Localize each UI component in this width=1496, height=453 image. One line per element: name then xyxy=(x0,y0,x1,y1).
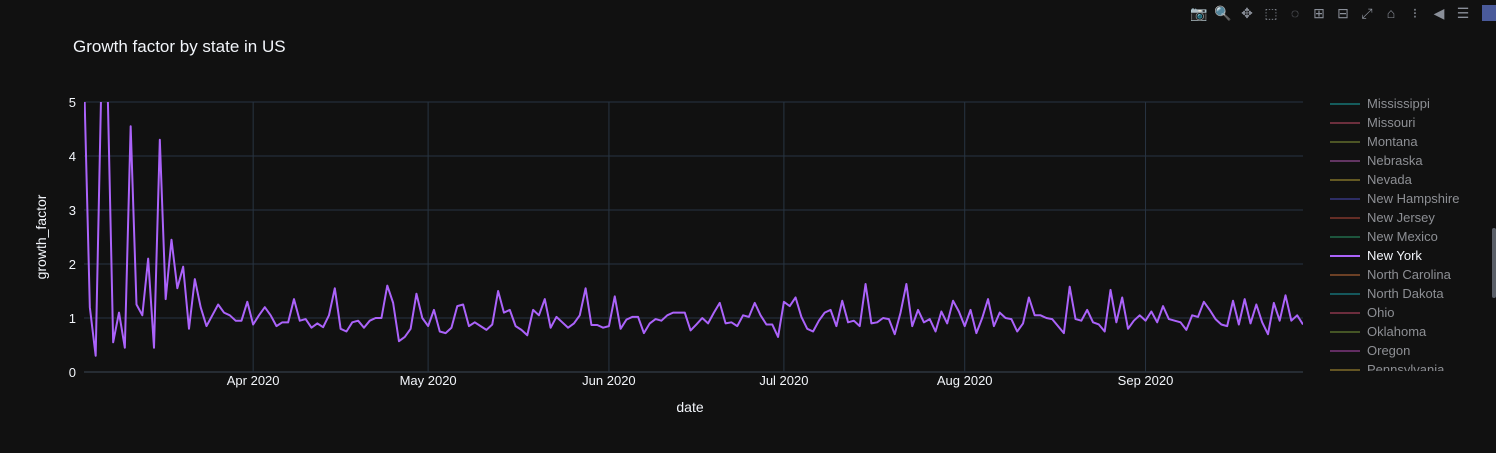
legend-swatch xyxy=(1330,330,1360,333)
spike-lines-icon[interactable]: ⁝ xyxy=(1412,5,1418,21)
pan-icon[interactable]: ✥ xyxy=(1241,5,1253,21)
legend-swatch xyxy=(1330,216,1360,219)
legend-label: New Hampshire xyxy=(1367,191,1460,206)
y-tick-label: 0 xyxy=(69,365,76,380)
legend-label: Missouri xyxy=(1367,115,1416,130)
series-line-new-york[interactable] xyxy=(84,75,1303,357)
legend-label: Ohio xyxy=(1367,305,1395,320)
x-tick-label: Apr 2020 xyxy=(227,373,280,388)
legend-label: Nevada xyxy=(1367,172,1412,187)
y-tick-label: 1 xyxy=(69,311,76,326)
chart-title: Growth factor by state in US xyxy=(73,37,286,56)
legend-swatch xyxy=(1330,140,1360,143)
legend-item[interactable]: North Carolina xyxy=(1330,265,1451,284)
legend-item[interactable]: Oregon xyxy=(1330,341,1410,360)
zoom-in-icon[interactable]: ⊞ xyxy=(1313,5,1325,21)
legend-label: Montana xyxy=(1367,134,1418,149)
legend-item[interactable]: New Hampshire xyxy=(1330,189,1459,208)
legend-item[interactable]: Mississippi xyxy=(1330,96,1430,113)
legend-swatch xyxy=(1330,197,1360,200)
legend-swatch xyxy=(1330,368,1360,371)
legend-swatch xyxy=(1330,178,1360,181)
box-select-icon[interactable]: ⬚ xyxy=(1264,5,1278,21)
x-tick-label: May 2020 xyxy=(400,373,457,388)
x-tick-label: Jul 2020 xyxy=(759,373,808,388)
x-axis-title: date xyxy=(676,399,703,415)
legend-swatch xyxy=(1330,349,1360,352)
y-tick-label: 2 xyxy=(69,257,76,272)
legend-item[interactable]: Missouri xyxy=(1330,113,1415,132)
legend-label: North Dakota xyxy=(1367,286,1444,301)
legend-label: North Carolina xyxy=(1367,267,1451,282)
x-tick-label: Aug 2020 xyxy=(937,373,993,388)
legend-item[interactable]: Nevada xyxy=(1330,170,1412,189)
x-tick-label: Jun 2020 xyxy=(582,373,636,388)
legend-swatch xyxy=(1330,121,1360,124)
legend-item[interactable]: New York xyxy=(1330,246,1422,265)
legend-item[interactable]: Montana xyxy=(1330,132,1418,151)
grid-layer xyxy=(84,101,1303,373)
autoscale-icon[interactable]: ⤢ xyxy=(1361,5,1373,21)
camera-icon[interactable]: 📷 xyxy=(1190,5,1208,21)
zoom-icon[interactable]: 🔍 xyxy=(1214,5,1232,21)
legend-item[interactable]: New Mexico xyxy=(1330,227,1438,246)
y-tick-label: 3 xyxy=(69,203,76,218)
legend: Mississippi Missouri Montana Nebraska Nevada… xyxy=(1330,96,1480,371)
legend-swatch xyxy=(1330,311,1360,314)
legend-label: Oregon xyxy=(1367,343,1411,358)
legend-label: New Mexico xyxy=(1367,229,1438,244)
hover-closest-icon[interactable]: ◀ xyxy=(1433,5,1445,21)
x-tick-label: Sep 2020 xyxy=(1118,373,1174,388)
y-axis-title: growth_factor xyxy=(33,194,49,279)
legend-label: Nebraska xyxy=(1367,153,1423,168)
legend-item[interactable]: New Jersey xyxy=(1330,208,1435,227)
legend-item[interactable]: Ohio xyxy=(1330,303,1394,322)
hover-compare-icon[interactable]: ☰ xyxy=(1456,5,1470,21)
legend-swatch xyxy=(1330,254,1360,257)
y-tick-label: 4 xyxy=(69,149,76,164)
legend-label: Oklahoma xyxy=(1367,324,1427,339)
legend-swatch xyxy=(1330,292,1360,295)
reset-axes-icon[interactable]: ⌂ xyxy=(1386,5,1396,21)
zoom-out-icon[interactable]: ⊟ xyxy=(1337,5,1349,21)
plotly-logo-icon[interactable] xyxy=(1482,5,1496,21)
legend-swatch xyxy=(1330,273,1360,276)
legend-label: Mississippi xyxy=(1367,96,1430,111)
lasso-select-icon[interactable]: ◌ xyxy=(1290,5,1300,21)
legend-item[interactable]: Pennsylvania xyxy=(1330,360,1444,371)
legend-swatch xyxy=(1330,235,1360,238)
modebar: 📷 🔍 ✥ ⬚ ◌ ⊞ ⊟ ⤢ ⌂ ⁝ ◀ ☰ xyxy=(1190,4,1496,22)
legend-swatch xyxy=(1330,159,1360,162)
legend-label: New York xyxy=(1367,248,1422,263)
legend-swatch xyxy=(1330,102,1360,105)
legend-label: New Jersey xyxy=(1367,210,1435,225)
legend-item[interactable]: Oklahoma xyxy=(1330,322,1426,341)
legend-item[interactable]: North Dakota xyxy=(1330,284,1444,303)
tick-layer: 0 1 2 3 4 5 Apr 2020 May 2020 Jun 2020 Jul 2020 Au… xyxy=(69,95,1174,388)
y-tick-label: 5 xyxy=(69,95,76,110)
series-layer[interactable] xyxy=(84,75,1303,357)
legend-item[interactable]: Nebraska xyxy=(1330,151,1423,170)
legend-label: Pennsylvania xyxy=(1367,362,1445,371)
legend-scrollbar[interactable] xyxy=(1492,228,1496,298)
